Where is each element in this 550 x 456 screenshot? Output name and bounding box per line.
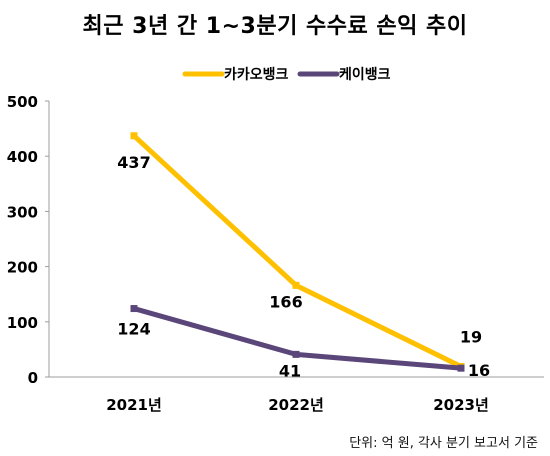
y-tick-label: 200 [7, 259, 38, 277]
y-tick-label: 300 [7, 203, 38, 221]
data-point [130, 132, 138, 140]
data-label: 437 [117, 153, 150, 172]
data-point [130, 305, 138, 313]
data-labels: 437 166 19 124 41 16 [117, 153, 490, 381]
data-point [292, 281, 300, 289]
data-label: 124 [117, 320, 150, 339]
series-line-0 [131, 133, 464, 370]
y-tick-label: 500 [7, 93, 38, 111]
data-label: 41 [279, 361, 301, 380]
series-layer [130, 132, 465, 372]
legend-item-kbank: 케이뱅크 [297, 66, 391, 83]
x-tick-label: 2023년 [433, 396, 489, 414]
data-label: 16 [468, 361, 490, 380]
y-tick-label: 100 [7, 314, 38, 332]
legend-item-kakaobank: 카카오뱅크 [182, 67, 289, 83]
series-line-1 [131, 306, 464, 371]
y-tick-label: 400 [7, 148, 38, 166]
y-axis-ticks: 0 100 200 300 400 500 [7, 93, 49, 387]
legend-label-kakaobank: 카카오뱅크 [224, 67, 289, 83]
data-point [457, 364, 465, 372]
legend: 카카오뱅크 케이뱅크 [182, 66, 391, 83]
chart-title: 최근 3년 간 1~3분기 수수료 손익 추이 [82, 14, 468, 39]
y-tick-label: 0 [28, 369, 38, 387]
data-point [292, 350, 300, 358]
x-tick-label: 2021년 [106, 396, 162, 414]
source-note: 단위: 억 원, 각사 분기 보고서 기준 [349, 436, 538, 451]
legend-label-kbank: 케이뱅크 [339, 66, 391, 83]
data-label: 166 [269, 292, 302, 311]
data-label: 19 [460, 328, 482, 347]
x-tick-label: 2022년 [268, 396, 324, 414]
x-axis-ticks: 2021년 2022년 2023년 [106, 396, 489, 414]
